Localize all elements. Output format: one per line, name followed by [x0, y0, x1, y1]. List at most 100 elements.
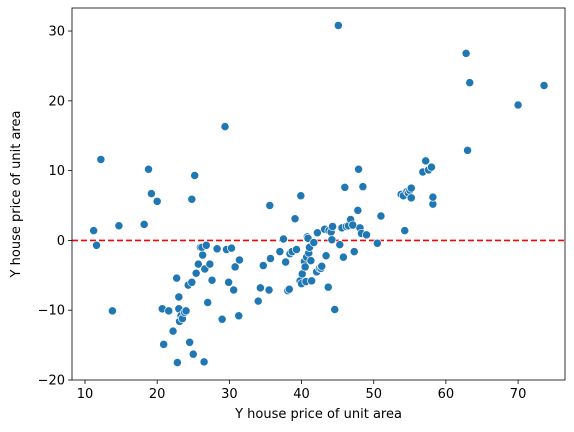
- x-tick-label: 60: [438, 387, 455, 402]
- data-point: [191, 268, 201, 278]
- data-point: [358, 182, 368, 192]
- data-point: [152, 196, 162, 206]
- data-point: [330, 305, 340, 314]
- data-point: [353, 205, 363, 215]
- y-tick-label: −10: [38, 304, 65, 319]
- data-point: [406, 183, 416, 193]
- data-point: [187, 277, 197, 287]
- data-point: [164, 306, 174, 316]
- data-point: [190, 171, 200, 180]
- data-point: [92, 240, 101, 250]
- data-point: [198, 250, 208, 260]
- data-point: [513, 100, 523, 110]
- data-point: [400, 226, 410, 236]
- data-point: [309, 238, 319, 247]
- data-point: [323, 282, 333, 292]
- data-point: [284, 284, 294, 294]
- data-point: [539, 81, 549, 90]
- data-point: [199, 357, 209, 367]
- data-point: [144, 164, 153, 174]
- y-tick-label: 10: [48, 164, 65, 179]
- data-point: [328, 222, 338, 231]
- data-point: [306, 256, 316, 266]
- data-point: [327, 235, 337, 245]
- data-point: [89, 226, 99, 236]
- data-point: [312, 228, 322, 238]
- data-point: [281, 257, 291, 267]
- data-point: [220, 122, 230, 132]
- data-point: [279, 234, 288, 244]
- data-point: [224, 277, 234, 287]
- x-tick-label: 30: [221, 387, 238, 402]
- y-tick-label: −20: [38, 374, 65, 389]
- data-point: [340, 182, 350, 192]
- data-point: [290, 214, 300, 224]
- data-point: [463, 145, 473, 155]
- data-point: [300, 262, 310, 272]
- data-point: [227, 243, 236, 253]
- data-point: [296, 191, 306, 201]
- data-point: [146, 189, 156, 199]
- data-point: [338, 252, 348, 262]
- data-point: [235, 255, 244, 265]
- axes-frame: [71, 7, 566, 381]
- y-axis-label: Y house price of unit area: [9, 111, 24, 279]
- x-tick-label: 40: [293, 387, 310, 402]
- x-tick-label: 10: [77, 387, 94, 402]
- data-point: [376, 211, 386, 221]
- data-point: [428, 192, 438, 202]
- data-points: [89, 20, 549, 368]
- data-point: [275, 247, 285, 257]
- x-axis-ticks: 10 20 30 40 50 60 70: [77, 380, 527, 402]
- data-point: [217, 314, 227, 324]
- data-point: [406, 193, 416, 203]
- data-point: [255, 283, 265, 293]
- data-point: [212, 244, 222, 254]
- data-point: [335, 240, 345, 250]
- y-tick-label: 20: [48, 94, 65, 109]
- data-point: [174, 292, 184, 302]
- data-point: [421, 156, 431, 166]
- x-axis-label: Y house price of unit area: [234, 407, 402, 422]
- axes: [71, 7, 566, 381]
- data-point: [333, 20, 343, 30]
- data-point: [107, 306, 117, 316]
- x-tick-label: 20: [149, 387, 166, 402]
- data-point: [193, 259, 203, 269]
- data-point: [201, 240, 211, 250]
- data-point: [465, 78, 475, 88]
- data-point: [266, 254, 275, 264]
- data-point: [362, 230, 371, 240]
- x-tick-label: 70: [510, 387, 527, 402]
- data-point: [264, 285, 274, 295]
- data-point: [372, 238, 382, 248]
- data-point: [427, 162, 436, 172]
- data-point: [139, 219, 149, 229]
- data-point: [188, 349, 198, 359]
- data-point: [172, 273, 182, 283]
- data-point: [317, 261, 327, 271]
- y-axis-ticks: −20 −10 0 10 20 30: [38, 25, 72, 389]
- data-point: [292, 245, 301, 254]
- data-point: [461, 48, 471, 58]
- data-point: [354, 164, 364, 174]
- data-point: [207, 275, 217, 285]
- data-point: [321, 251, 331, 261]
- data-point: [307, 276, 317, 286]
- y-tick-label: 0: [57, 234, 65, 249]
- data-point: [203, 298, 213, 307]
- data-point: [185, 337, 195, 347]
- data-point: [229, 285, 239, 295]
- y-tick-label: 30: [48, 25, 65, 40]
- data-point: [205, 259, 215, 269]
- data-point: [253, 296, 263, 306]
- data-point: [172, 358, 182, 368]
- data-point: [187, 194, 197, 204]
- data-point: [96, 155, 106, 164]
- data-point: [349, 247, 359, 257]
- data-point: [159, 339, 169, 349]
- data-point: [181, 306, 191, 316]
- data-point: [168, 326, 178, 336]
- data-point: [265, 201, 275, 210]
